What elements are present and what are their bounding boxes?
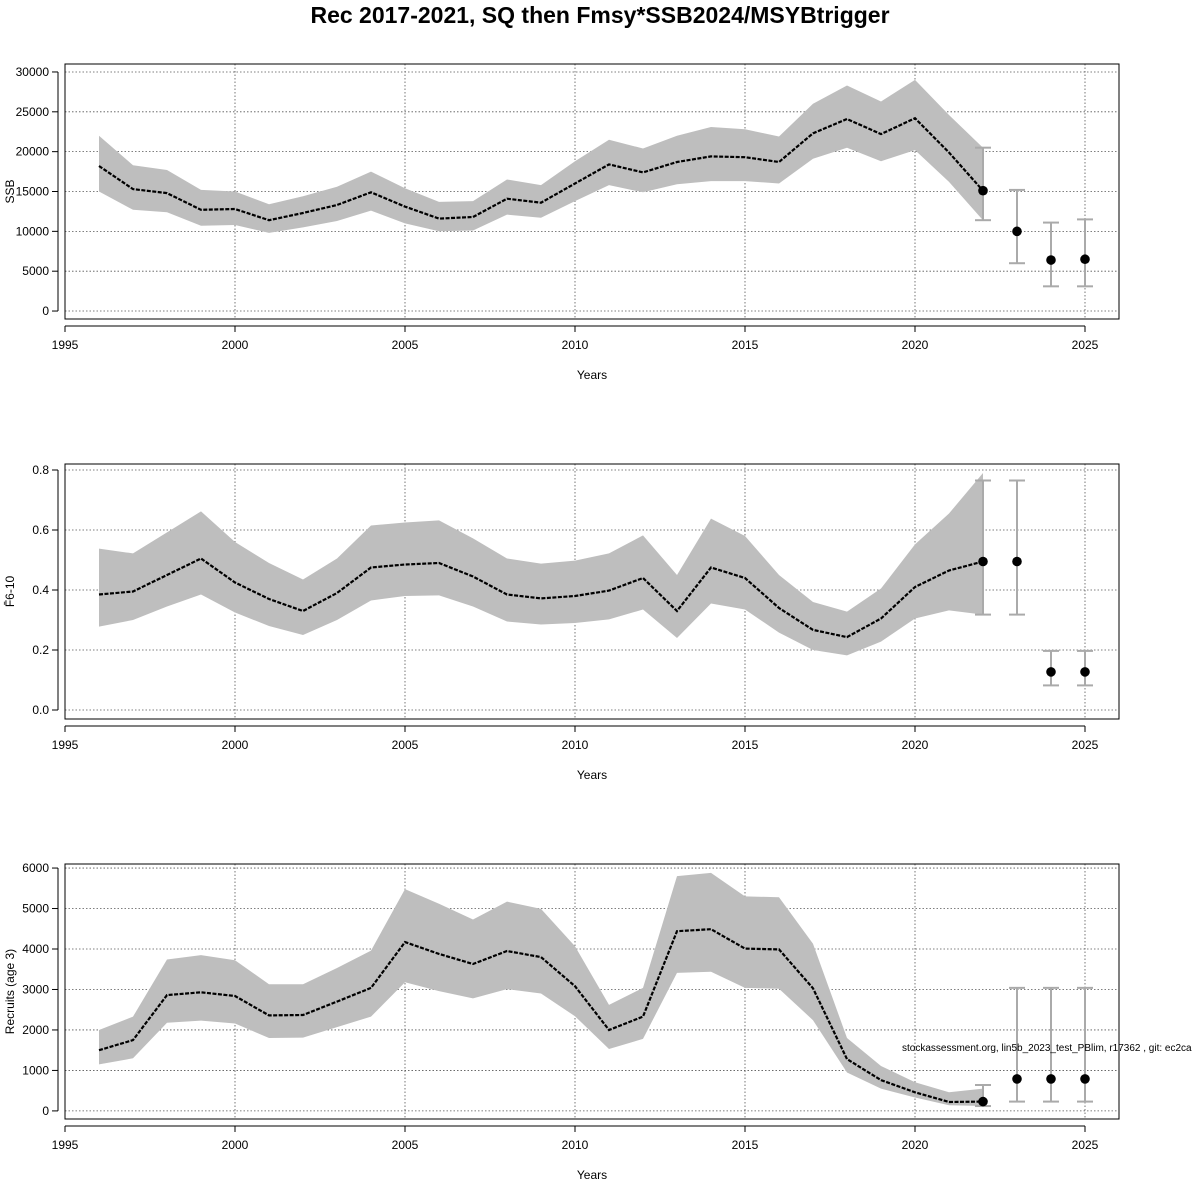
ssb-y-axis-label: SSB [3, 179, 17, 203]
recruits-forecast-point [1080, 1074, 1090, 1084]
recruits-x-tick-label: 1995 [52, 1138, 79, 1152]
ssb-plot-frame [64, 63, 1120, 320]
recruits-plot-frame [64, 863, 1120, 1120]
fbar-x-tick-label: 2010 [562, 738, 589, 752]
ssb-forecast-point [1080, 254, 1090, 265]
ssb-forecast-point [1046, 255, 1056, 265]
fbar-x-tick-label: 2025 [1072, 738, 1099, 752]
recruits-forecast-point [1046, 1074, 1056, 1084]
fbar-forecast-point [1046, 667, 1056, 677]
fbar-y-axis-label: F̄6-10 [3, 576, 17, 608]
fbar-forecast-point [1012, 556, 1022, 567]
ssb-forecast-point [1012, 226, 1022, 237]
fbar-y-tick-label: 0.8 [32, 463, 49, 477]
ssb-y-tick-label: 25000 [16, 105, 50, 119]
ssb-y-tick-label: 5000 [22, 264, 49, 278]
ssb-x-tick-label: 2020 [902, 338, 929, 352]
recruits-y-tick-label: 3000 [22, 982, 49, 996]
ssb-confidence-band [99, 79, 983, 233]
ssb-forecast-point [978, 185, 988, 196]
fbar-y-tick-label: 0.4 [32, 583, 49, 597]
ssb-y-tick-label: 10000 [16, 224, 50, 238]
recruits-confidence-band [99, 872, 983, 1106]
ssb-x-tick-label: 2005 [392, 338, 419, 352]
fbar-x-axis-label: Years [577, 768, 607, 782]
recruits-y-tick-label: 6000 [22, 861, 49, 875]
fbar-y-tick-label: 0.2 [32, 643, 49, 657]
ssb-x-tick-label: 2025 [1072, 338, 1099, 352]
fbar-forecast-point [978, 556, 988, 567]
ssb-y-tick-label: 0 [42, 304, 49, 318]
recruits-panel: 1995 2000 2005 2010 2015 2020 2025 Years 0 1000 20… [3, 861, 1120, 1182]
fishing-mortality-panel: 1995 2000 2005 2010 2015 2020 2025 Years 0.0 0.2 0… [3, 463, 1120, 782]
ssb-x-tick-label: 2000 [222, 338, 249, 352]
ssb-x-tick-label: 1995 [52, 338, 79, 352]
fbar-y-tick-label: 0.6 [32, 523, 49, 537]
recruits-y-tick-label: 2000 [22, 1023, 49, 1037]
recruits-x-tick-label: 2015 [732, 1138, 759, 1152]
ssb-panel: 1995 2000 2005 2010 2015 2020 2025 Years 0 5000 10… [3, 63, 1120, 382]
ssb-y-tick-label: 15000 [16, 185, 50, 199]
fbar-x-tick-label: 2020 [902, 738, 929, 752]
recruits-forecast-point [1012, 1074, 1022, 1084]
recruits-y-axis-label: Recruits (age 3) [3, 949, 17, 1034]
chart-title: Rec 2017-2021, SQ then Fmsy*SSB2024/MSYB… [310, 2, 890, 28]
fbar-x-tick-label: 2015 [732, 738, 759, 752]
recruits-y-tick-label: 1000 [22, 1063, 49, 1077]
recruits-y-tick-label: 0 [42, 1104, 49, 1118]
fbar-forecast-point [1080, 667, 1090, 677]
recruits-x-tick-label: 2010 [562, 1138, 589, 1152]
ssb-estimate-line [98, 116, 984, 222]
fbar-x-tick-label: 2005 [392, 738, 419, 752]
recruits-x-tick-label: 2020 [902, 1138, 929, 1152]
recruits-x-tick-label: 2005 [392, 1138, 419, 1152]
recruits-x-tick-label: 2000 [222, 1138, 249, 1152]
ssb-x-tick-label: 2010 [562, 338, 589, 352]
ssb-y-tick-label: 30000 [16, 65, 50, 79]
fbar-x-tick-label: 2000 [222, 738, 249, 752]
recruits-y-tick-label: 4000 [22, 942, 49, 956]
ssb-x-axis-label: Years [577, 368, 607, 382]
fbar-x-tick-label: 1995 [52, 738, 79, 752]
recruits-x-axis-label: Years [577, 1168, 607, 1182]
fbar-confidence-band [99, 473, 983, 656]
recruits-estimate-line [98, 928, 984, 1104]
fbar-y-tick-label: 0.0 [32, 703, 49, 717]
recruits-x-tick-label: 2025 [1072, 1138, 1099, 1152]
ssb-x-tick-label: 2015 [732, 338, 759, 352]
recruits-y-tick-label: 5000 [22, 902, 49, 916]
fbar-plot-frame [64, 463, 1120, 720]
ssb-y-tick-label: 20000 [16, 145, 50, 159]
watermark-text: stockassessment.org, lin5b_2023_test_PBl… [902, 1043, 1192, 1054]
recruits-forecast-point [978, 1096, 988, 1107]
